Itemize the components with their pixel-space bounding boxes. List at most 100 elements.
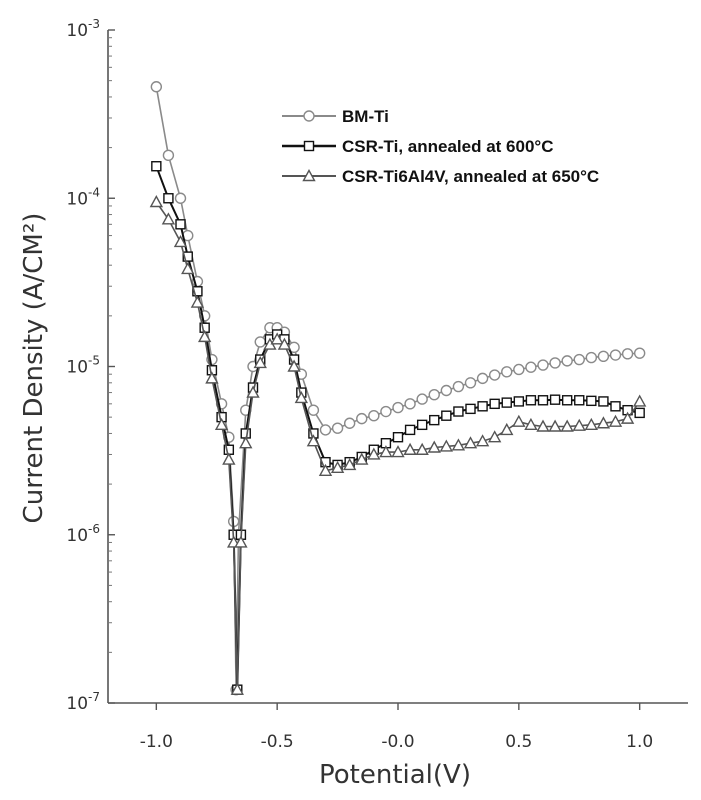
data-point-triangle bbox=[197, 329, 212, 343]
data-point-triangle bbox=[230, 682, 244, 695]
data-point-circle bbox=[343, 417, 356, 429]
data-point-circle bbox=[525, 361, 537, 373]
data-point-triangle bbox=[572, 418, 586, 431]
data-point-square bbox=[416, 419, 428, 431]
data-point-triangle bbox=[330, 460, 345, 473]
data-point-triangle bbox=[294, 391, 309, 404]
x-tick-label: -0.5 bbox=[261, 732, 294, 752]
data-point-square bbox=[429, 414, 440, 426]
y-tick-label: 10-6 bbox=[66, 522, 100, 546]
data-point-triangle bbox=[355, 452, 369, 465]
data-point-triangle bbox=[246, 385, 260, 398]
data-point-circle bbox=[513, 363, 525, 376]
x-tick-label: -0.0 bbox=[381, 732, 414, 752]
y-tick-label: 10-7 bbox=[66, 690, 100, 714]
data-point-triangle bbox=[161, 212, 176, 225]
data-point-circle bbox=[356, 412, 368, 425]
data-point-triangle bbox=[536, 419, 550, 432]
data-point-circle bbox=[162, 149, 175, 162]
data-point-square bbox=[610, 401, 621, 412]
data-point-triangle bbox=[512, 414, 526, 427]
data-point-triangle bbox=[475, 434, 490, 447]
series-layer bbox=[149, 81, 647, 696]
data-point-circle bbox=[392, 401, 404, 414]
data-point-triangle bbox=[608, 414, 623, 427]
data-point-triangle bbox=[596, 416, 611, 429]
data-point-square bbox=[175, 219, 186, 230]
data-point-circle bbox=[150, 81, 163, 93]
data-point-triangle bbox=[584, 417, 599, 431]
data-point-triangle bbox=[270, 332, 284, 345]
data-point-triangle bbox=[239, 436, 253, 449]
data-point-circle bbox=[537, 359, 549, 371]
data-point-triangle bbox=[214, 417, 229, 431]
data-point-circle bbox=[428, 388, 440, 401]
data-point-triangle bbox=[403, 442, 417, 455]
data-point-circle bbox=[404, 398, 416, 410]
data-point-circle bbox=[331, 422, 344, 434]
legend-label: CSR-Ti6Al4V, annealed at 650°C bbox=[342, 167, 599, 186]
data-point-triangle bbox=[487, 430, 502, 443]
data-point-circle bbox=[319, 424, 332, 436]
y-tick-label: 10-4 bbox=[66, 185, 100, 209]
data-point-triangle bbox=[560, 419, 574, 432]
legend-marker-triangle bbox=[302, 169, 316, 182]
data-point-circle bbox=[488, 369, 501, 381]
data-point-square bbox=[586, 395, 597, 407]
data-point-square bbox=[598, 396, 609, 407]
data-point-triangle bbox=[234, 535, 248, 548]
data-point-circle bbox=[368, 410, 380, 422]
data-point-square bbox=[163, 193, 174, 204]
data-point-square bbox=[634, 407, 645, 419]
data-point-square bbox=[182, 251, 193, 262]
series-group bbox=[149, 195, 647, 695]
x-tick-label: 1.0 bbox=[626, 732, 653, 752]
data-point-circle bbox=[501, 366, 513, 378]
data-point-circle bbox=[416, 393, 428, 405]
data-point-circle bbox=[464, 377, 477, 389]
data-point-triangle bbox=[379, 445, 393, 458]
data-point-square bbox=[513, 396, 525, 407]
data-point-circle bbox=[174, 192, 187, 204]
x-axis-title: Potential(V) bbox=[319, 760, 471, 790]
legend-marker-square bbox=[303, 140, 315, 152]
legend: BM-Ti CSR-Ti, annealed at 600°C CSR-Ti6Al4… bbox=[282, 107, 599, 186]
data-point-triangle bbox=[463, 436, 478, 449]
data-point-square bbox=[404, 424, 416, 436]
y-axis-title: Current Density (A/CM²) bbox=[19, 213, 49, 524]
data-point-triangle bbox=[632, 394, 647, 407]
data-point-square bbox=[574, 395, 585, 406]
data-point-triangle bbox=[524, 417, 538, 431]
data-point-square bbox=[489, 398, 500, 410]
data-point-circle bbox=[440, 384, 453, 397]
data-point-triangle bbox=[391, 445, 405, 458]
data-point-square bbox=[561, 395, 573, 406]
data-point-circle bbox=[573, 353, 585, 366]
data-point-circle bbox=[561, 355, 573, 367]
y-tick-label: 10-3 bbox=[66, 17, 100, 41]
legend-marker-circle bbox=[303, 110, 315, 122]
data-point-square bbox=[525, 395, 537, 406]
legend-label: BM-Ti bbox=[342, 107, 389, 126]
data-point-square bbox=[501, 397, 512, 408]
data-point-square bbox=[465, 403, 476, 415]
data-point-triangle bbox=[367, 447, 381, 460]
data-point-triangle bbox=[205, 371, 219, 384]
data-point-square bbox=[151, 161, 162, 172]
y-tick-label: 10-5 bbox=[66, 354, 100, 378]
data-point-triangle bbox=[222, 452, 236, 465]
data-point-circle bbox=[476, 372, 489, 385]
data-point-triangle bbox=[500, 422, 514, 436]
x-tick-label: 0.5 bbox=[505, 732, 532, 752]
data-point-triangle bbox=[451, 438, 466, 451]
data-point-square bbox=[549, 394, 561, 405]
data-point-triangle bbox=[173, 234, 188, 248]
data-point-circle bbox=[585, 351, 598, 364]
data-point-circle bbox=[633, 347, 646, 359]
data-point-circle bbox=[609, 349, 622, 361]
data-point-square bbox=[477, 401, 488, 412]
x-tick-label: -1.0 bbox=[140, 732, 173, 752]
data-point-triangle bbox=[427, 440, 441, 453]
data-point-triangle bbox=[181, 261, 195, 275]
